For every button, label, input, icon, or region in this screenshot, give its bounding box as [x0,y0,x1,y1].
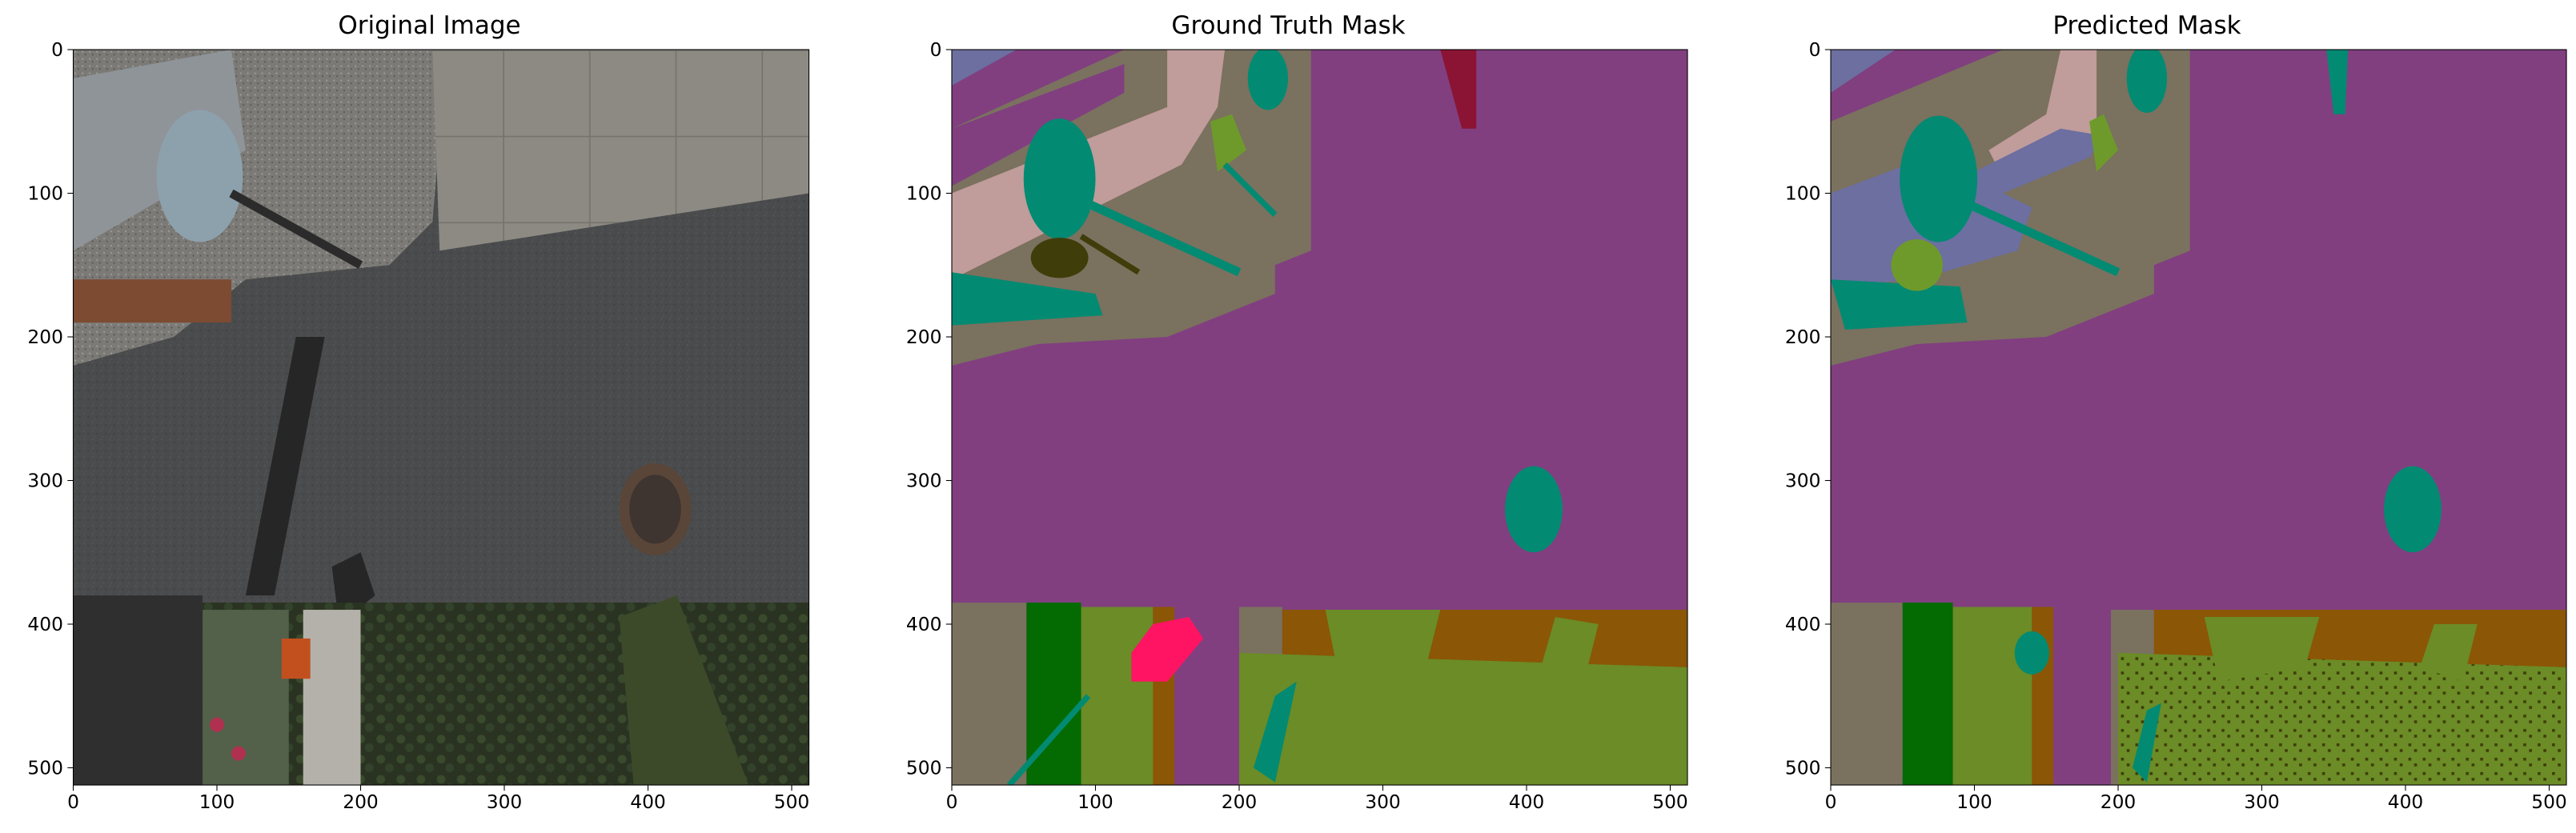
x-tick-label: 200 [1222,791,1258,813]
x-tick-label: 100 [1077,791,1113,813]
x-tick-label: 300 [1365,791,1401,813]
x-tick-label: 500 [2531,791,2567,813]
panel-title: Predicted Mask [2052,11,2241,40]
y-tick-label: 0 [51,38,63,61]
x-tick-label: 0 [67,791,79,813]
y-tick-label: 500 [27,757,63,779]
y-tick-label: 500 [1785,757,1821,779]
y-tick-label: 400 [1785,613,1821,635]
y-tick-label: 400 [906,613,942,635]
x-tick-label: 0 [946,791,958,813]
panel-title: Original Image [338,11,521,40]
photo-image [73,50,809,786]
predicted-mask-image [1831,50,2567,786]
ground-truth-mask-image [952,50,1688,786]
panel-predicted: Predicted Mask [1718,0,2576,833]
y-tick-label: 300 [906,470,942,492]
x-tick-label: 300 [2244,791,2280,813]
y-tick-label: 0 [930,38,942,61]
panel-ground-truth: Ground Truth Mask [859,0,1718,833]
plot-frame [1830,49,2567,786]
plot-frame [951,49,1688,786]
y-tick-label: 500 [906,757,942,779]
x-tick-label: 200 [343,791,379,813]
x-tick-label: 400 [2388,791,2424,813]
y-tick-label: 0 [1809,38,1821,61]
plot-frame [72,49,810,786]
y-tick-label: 300 [27,470,63,492]
x-tick-label: 500 [774,791,810,813]
x-tick-label: 300 [487,791,523,813]
x-tick-label: 100 [1956,791,1992,813]
y-tick-label: 100 [27,182,63,205]
y-tick-label: 200 [1785,326,1821,348]
x-tick-label: 500 [1652,791,1688,813]
x-tick-label: 400 [630,791,666,813]
panel-title: Ground Truth Mask [1171,11,1406,40]
x-tick-label: 0 [1825,791,1837,813]
y-tick-label: 300 [1785,470,1821,492]
y-tick-label: 400 [27,613,63,635]
x-tick-label: 200 [2101,791,2137,813]
y-tick-label: 200 [27,326,63,348]
y-tick-label: 200 [906,326,942,348]
x-tick-label: 100 [199,791,235,813]
panel-original: Original Image [0,0,859,833]
y-tick-label: 100 [906,182,942,205]
x-tick-label: 400 [1509,791,1545,813]
y-tick-label: 100 [1785,182,1821,205]
